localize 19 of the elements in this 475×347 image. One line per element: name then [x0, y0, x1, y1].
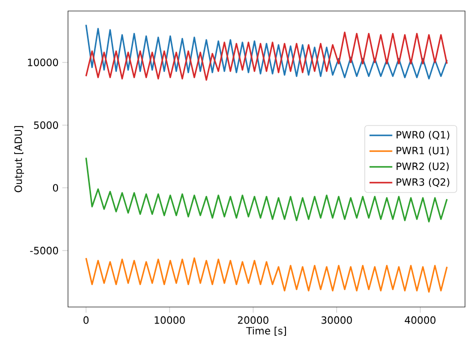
legend-label: PWR1 (U1) — [396, 146, 449, 156]
x-tick-label: 0 — [84, 316, 89, 324]
x-tick-label: 10000 — [154, 316, 185, 324]
y-tick-label: 10000 — [28, 58, 58, 66]
x-tick-label: 30000 — [322, 316, 352, 324]
y-tick-label: -5000 — [30, 246, 58, 254]
y-axis-title: Output [ADU] — [14, 126, 24, 192]
y-tick-label: 0 — [53, 184, 58, 192]
x-tick-label: 40000 — [404, 316, 436, 324]
legend-label: PWR3 (Q2) — [396, 178, 450, 187]
legend-label: PWR0 (Q1) — [396, 130, 450, 140]
line-series — [85, 157, 448, 222]
x-tick-label: 20000 — [238, 316, 268, 324]
line-series — [85, 32, 448, 81]
y-tick-label: 5000 — [34, 121, 58, 129]
line-series — [85, 24, 448, 80]
x-axis-title: Time [s] — [246, 326, 286, 336]
legend-label: PWR2 (U2) — [396, 162, 449, 172]
line-series — [85, 257, 448, 293]
